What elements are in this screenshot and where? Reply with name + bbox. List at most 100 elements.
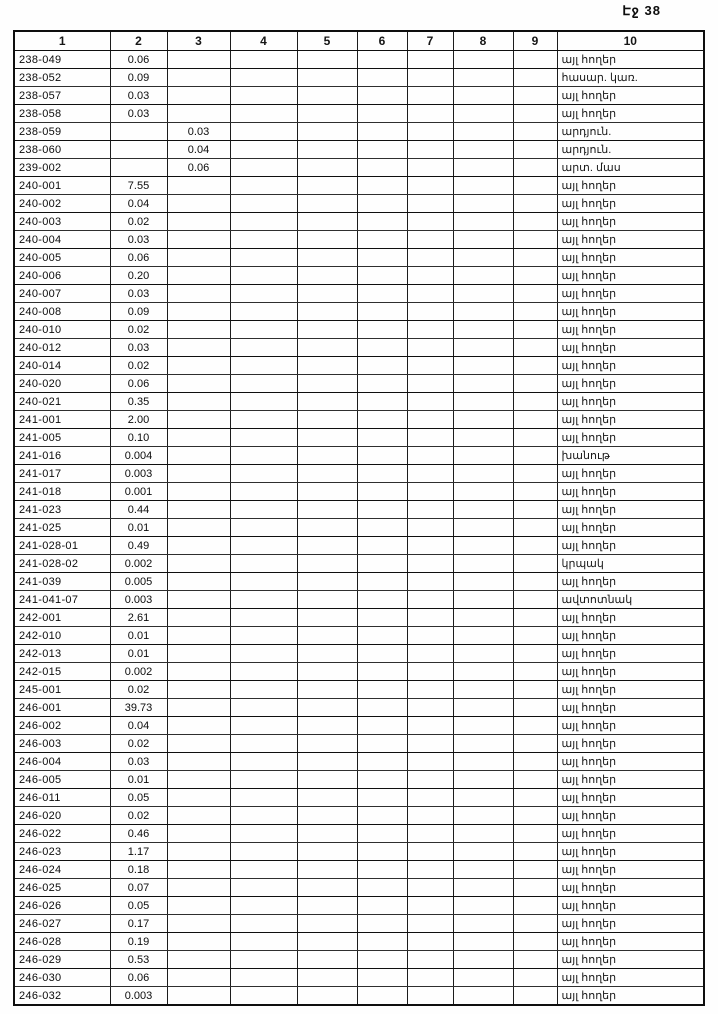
area-value-cell: 0.05 [109,896,168,915]
empty-cell [452,482,514,501]
empty-cell [356,878,408,897]
empty-cell [512,338,558,357]
empty-cell [356,590,408,609]
area-value-cell: 0.09 [109,302,168,321]
empty-cell [166,194,231,213]
land-use-cell: այլ հողեր [556,248,705,267]
land-use-cell: այլ հողեր [556,482,705,501]
area-value-cell: 0.002 [109,554,168,573]
empty-cell [452,590,514,609]
area-value-cell: 0.02 [109,734,168,753]
empty-cell [452,356,514,375]
empty-cell [229,860,298,879]
empty-cell [296,140,358,159]
empty-cell [356,104,408,123]
empty-cell [406,104,454,123]
empty-cell [356,284,408,303]
empty-cell [166,608,231,627]
parcel-code-cell: 240-003 [13,212,111,231]
empty-cell [406,500,454,519]
empty-cell [356,410,408,429]
empty-cell [452,716,514,735]
parcel-code-cell: 238-052 [13,68,111,87]
land-use-cell: կրպակ [556,554,705,573]
land-use-cell: այլ հողեր [556,716,705,735]
table-row: 242-015 0.002 այլ հողեր [13,662,705,681]
parcel-code-cell: 246-025 [13,878,111,897]
empty-cell [229,194,298,213]
land-use-cell: արտ. մաս [556,158,705,177]
empty-cell [229,770,298,789]
empty-cell [356,608,408,627]
empty-cell [229,590,298,609]
area-value-cell: 0.53 [109,950,168,969]
empty-cell [229,680,298,699]
area-value-cell: 0.01 [109,770,168,789]
parcel-code-cell: 240-007 [13,284,111,303]
area-value-cell: 0.001 [109,482,168,501]
area-value-cell: 0.02 [109,806,168,825]
table-row: 240-001 7.55 այլ հողեր [13,176,705,195]
land-use-cell: հասար. կառ. [556,68,705,87]
table-row: 240-004 0.03 այլ հողեր [13,230,705,249]
table-row: 246-004 0.03 այլ հողեր [13,752,705,771]
area-value-cell: 0.04 [109,716,168,735]
empty-cell [356,428,408,447]
empty-cell [166,338,231,357]
area-value-cell: 0.10 [109,428,168,447]
land-use-cell: այլ հողեր [556,176,705,195]
empty-cell [229,374,298,393]
empty-cell [296,626,358,645]
empty-cell [452,860,514,879]
empty-cell [356,788,408,807]
table-row: 246-027 0.17 այլ հողեր [13,914,705,933]
empty-cell [512,824,558,843]
table-row: 241-023 0.44 այլ հողեր [13,500,705,519]
empty-cell [296,230,358,249]
parcel-code-cell: 238-059 [13,122,111,141]
empty-cell [296,410,358,429]
area-value-cell: 0.06 [166,158,231,177]
empty-cell [166,788,231,807]
table-row: 246-001 39.73 այլ հողեր [13,698,705,717]
parcel-code-cell: 246-024 [13,860,111,879]
empty-cell [406,302,454,321]
empty-cell [166,482,231,501]
table-row: 241-025 0.01 այլ հողեր [13,518,705,537]
empty-cell [512,716,558,735]
empty-cell [452,824,514,843]
empty-cell [406,698,454,717]
land-use-cell: այլ հողեր [556,806,705,825]
land-use-cell: այլ հողեր [556,950,705,969]
empty-cell [229,752,298,771]
empty-cell [229,644,298,663]
column-header: 7 [406,30,454,51]
land-use-cell: այլ հողեր [556,86,705,105]
land-use-cell: այլ հողեր [556,788,705,807]
empty-cell [406,716,454,735]
land-use-cell: այլ հողեր [556,536,705,555]
empty-cell [356,392,408,411]
table-row: 241-039 0.005 այլ հողեր [13,572,705,591]
empty-cell [452,338,514,357]
parcel-code-cell: 240-008 [13,302,111,321]
empty-cell [166,716,231,735]
land-use-cell: այլ հողեր [556,212,705,231]
parcel-code-cell: 240-021 [13,392,111,411]
empty-cell [166,878,231,897]
column-header: 2 [109,30,168,51]
empty-cell [406,410,454,429]
empty-cell [296,446,358,465]
parcel-code-cell: 241-018 [13,482,111,501]
table-row: 241-001 2.00 այլ հողեր [13,410,705,429]
empty-cell [512,410,558,429]
empty-cell [356,446,408,465]
empty-cell [406,284,454,303]
empty-cell [229,266,298,285]
empty-cell [229,338,298,357]
empty-cell [356,950,408,969]
empty-cell [356,896,408,915]
area-value-cell: 0.04 [166,140,231,159]
empty-cell [406,572,454,591]
area-value-cell: 0.46 [109,824,168,843]
